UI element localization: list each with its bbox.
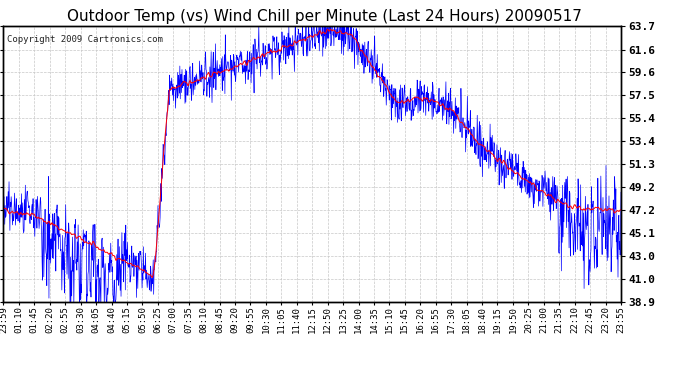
Text: Outdoor Temp (vs) Wind Chill per Minute (Last 24 Hours) 20090517: Outdoor Temp (vs) Wind Chill per Minute … (67, 9, 582, 24)
Text: Copyright 2009 Cartronics.com: Copyright 2009 Cartronics.com (6, 34, 162, 44)
